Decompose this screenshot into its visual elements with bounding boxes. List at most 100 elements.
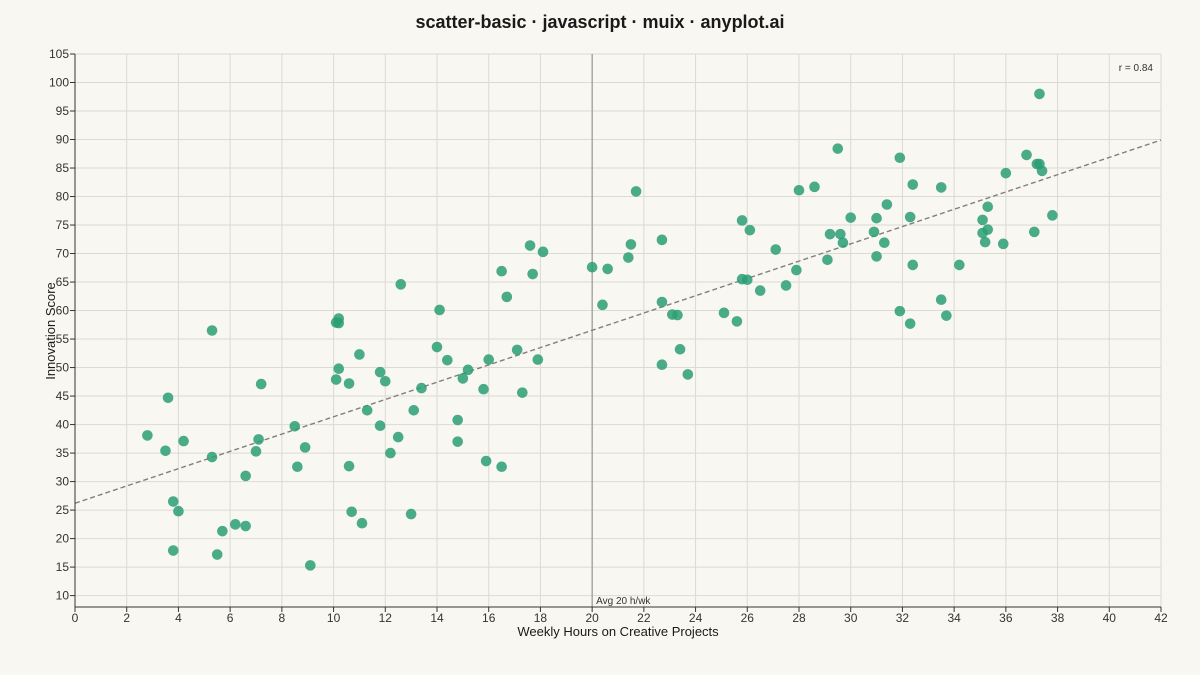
data-point	[809, 181, 820, 193]
data-point	[894, 305, 906, 317]
data-point	[682, 369, 694, 380]
data-point	[879, 237, 890, 249]
data-point	[837, 237, 849, 249]
data-point	[824, 228, 836, 240]
data-point	[452, 436, 463, 447]
x-tick-label: 30	[844, 611, 858, 625]
data-point	[1029, 226, 1040, 238]
data-point	[333, 363, 345, 374]
data-point	[997, 238, 1009, 250]
x-tick-label: 4	[175, 611, 182, 625]
x-tick-label: 28	[792, 611, 806, 625]
data-point	[822, 254, 833, 266]
data-point	[255, 378, 267, 390]
data-point	[1034, 88, 1045, 100]
data-point	[385, 447, 396, 459]
axes: 0 2 4 6 8 10 12 14 16 18 20 22 24 26 28 30 32 34 36 38 40 421…	[49, 47, 1168, 625]
data-point	[791, 264, 802, 276]
y-tick-label: 100	[49, 76, 69, 90]
data-point	[835, 228, 846, 240]
y-axis-label: Innovation Score	[43, 282, 58, 380]
data-point	[392, 431, 404, 443]
data-point	[496, 461, 507, 473]
data-point	[532, 354, 544, 365]
data-point	[718, 307, 730, 319]
data-point	[977, 214, 988, 226]
data-point	[305, 560, 316, 571]
data-point	[330, 374, 342, 385]
data-point	[173, 505, 184, 517]
data-point	[253, 434, 264, 445]
y-tick-label: 95	[56, 104, 70, 118]
data-point	[537, 246, 549, 258]
data-point	[1021, 149, 1032, 161]
data-point	[780, 280, 792, 291]
data-point	[343, 378, 355, 389]
x-tick-label: 2	[123, 611, 130, 625]
data-point	[982, 224, 994, 235]
data-point	[979, 236, 991, 248]
y-tick-label: 45	[56, 389, 70, 403]
trend-line-group	[74, 139, 1162, 504]
x-tick-label: 42	[1154, 611, 1168, 625]
x-tick-label: 38	[1051, 611, 1065, 625]
correlation-label: r = 0.84	[1119, 63, 1154, 74]
data-point	[356, 517, 368, 529]
x-tick-label: 0	[72, 611, 79, 625]
y-tick-label: 10	[56, 589, 70, 603]
data-point	[602, 263, 613, 275]
y-tick-label: 25	[56, 503, 70, 517]
data-point	[167, 545, 179, 556]
data-point	[354, 349, 365, 360]
data-point	[142, 430, 153, 441]
data-point	[907, 179, 919, 190]
x-tick-label: 16	[482, 611, 496, 625]
y-tick-label: 70	[56, 247, 70, 261]
data-point	[904, 211, 916, 223]
x-tick-label: 34	[947, 611, 961, 625]
data-point	[881, 199, 893, 210]
data-point	[462, 364, 474, 376]
x-tick-label: 22	[637, 611, 651, 625]
data-point	[333, 317, 345, 329]
data-point	[478, 383, 489, 395]
data-point	[496, 265, 507, 277]
data-point	[299, 442, 311, 453]
data-point	[736, 215, 748, 226]
data-point	[289, 420, 301, 432]
y-tick-label: 75	[56, 218, 70, 232]
data-point	[217, 525, 228, 537]
y-tick-label: 35	[56, 446, 70, 460]
data-point	[395, 279, 407, 290]
data-point	[656, 296, 668, 308]
data-points	[142, 88, 1058, 571]
data-point	[770, 244, 782, 255]
data-point	[907, 259, 919, 271]
data-point	[597, 299, 608, 311]
x-tick-label: 8	[279, 611, 286, 625]
x-tick-label: 26	[741, 611, 755, 625]
grid-lines	[75, 53, 1162, 607]
data-point	[408, 405, 420, 416]
y-tick-label: 90	[56, 133, 70, 147]
data-point	[832, 143, 844, 154]
data-point	[230, 519, 241, 530]
chart-title: scatter-basic · javascript · muix · anyp…	[415, 12, 784, 32]
reference-line-label: Avg 20 h/wk	[596, 596, 651, 607]
y-tick-label: 30	[56, 475, 70, 489]
data-point	[211, 549, 223, 560]
data-point	[374, 366, 386, 378]
data-point	[343, 460, 355, 472]
y-tick-label: 85	[56, 161, 70, 175]
data-point	[405, 508, 417, 520]
data-point	[623, 252, 634, 263]
x-tick-label: 12	[379, 611, 393, 625]
data-point	[941, 310, 952, 321]
data-point	[793, 184, 805, 196]
y-tick-label: 60	[56, 304, 70, 318]
x-tick-label: 10	[327, 611, 341, 625]
data-point	[483, 354, 495, 365]
data-point	[524, 240, 536, 251]
data-point	[586, 261, 598, 273]
